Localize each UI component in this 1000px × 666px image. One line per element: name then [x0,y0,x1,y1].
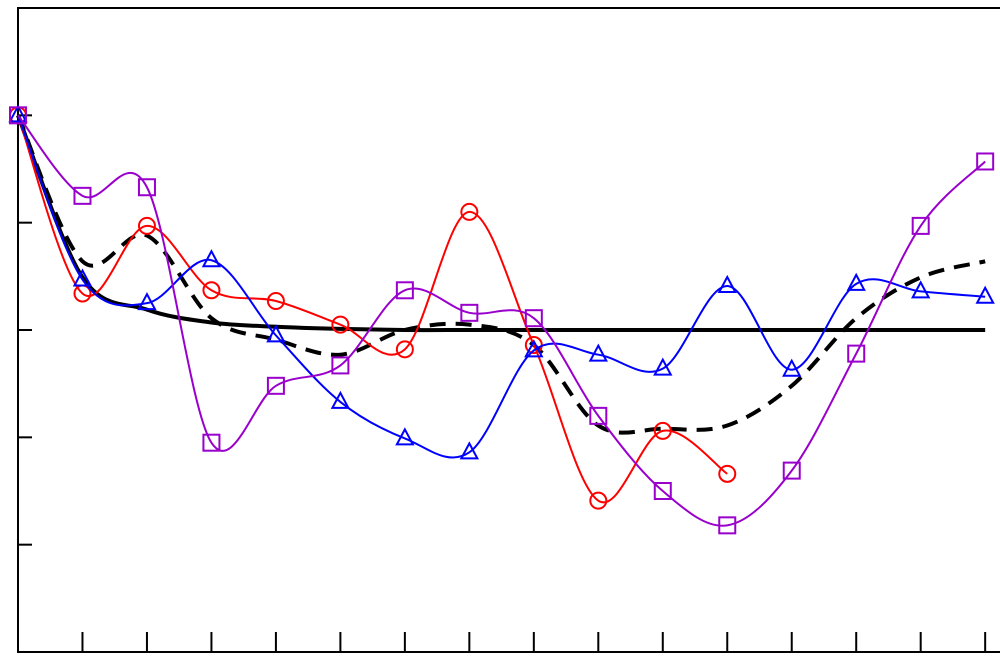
circle-marker [395,340,414,359]
circle-marker [653,421,672,440]
square-marker [202,433,221,452]
triangle-marker [717,274,737,293]
circle-marker [137,216,156,235]
triangle-marker [653,357,673,376]
square-marker [653,482,672,500]
circle-marker [460,202,479,221]
triangle-marker [330,390,351,409]
square-marker [331,356,350,375]
circle-marker [266,292,285,311]
triangle-marker [201,249,222,268]
square-marker [137,178,156,197]
square-marker [9,106,27,125]
circle-marker [718,464,737,483]
triangle-marker [137,292,157,311]
triangle-marker [588,343,608,362]
triangle-marker [459,441,480,460]
triangle-marker [911,280,931,299]
triangle-marker [266,324,286,343]
square-marker [847,344,866,363]
triangle-marker [8,104,28,123]
series-line [16,114,986,333]
triangle-marker [72,268,93,287]
series-line [16,114,986,435]
triangle-marker [975,285,995,304]
square-marker [718,516,737,535]
triangle-marker [524,339,544,358]
square-marker [460,303,479,322]
square-marker [782,461,801,480]
triangle-marker [846,272,866,291]
series-line [17,114,986,459]
circle-marker [589,491,608,510]
triangle-marker [782,358,802,377]
square-marker [73,186,92,205]
circle-marker [202,281,221,300]
series-line [17,114,986,527]
square-marker [524,309,543,328]
circle-marker [331,315,350,334]
square-marker [395,281,414,300]
square-marker [976,152,995,171]
square-marker [266,376,285,395]
triangle-marker [395,427,415,446]
square-marker [911,216,930,235]
square-marker [589,406,608,425]
